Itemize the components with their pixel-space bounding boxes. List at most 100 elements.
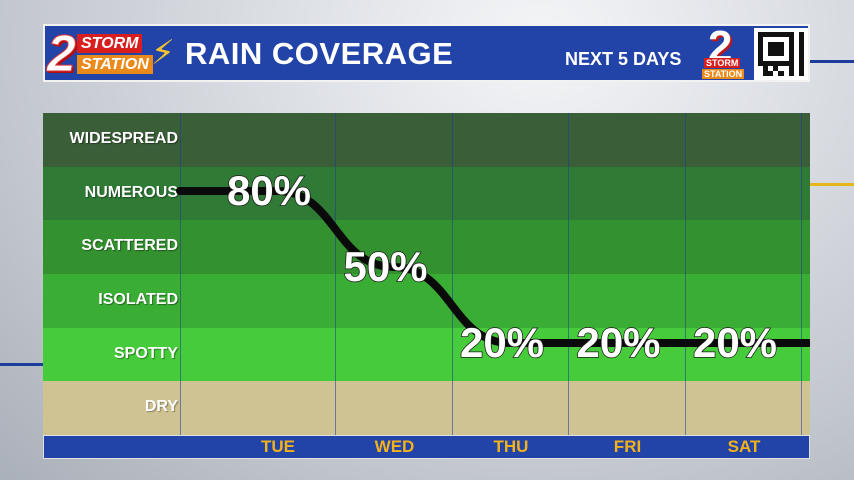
qr-module — [793, 46, 799, 52]
qr-module — [783, 41, 789, 47]
header-bar: 2 STORM STATION ⚡ RAIN COVERAGE NEXT 5 D… — [43, 22, 810, 82]
qr-module — [773, 66, 779, 72]
qr-module — [798, 36, 804, 42]
x-tick-sat: SAT — [727, 437, 761, 456]
qr-module — [798, 56, 804, 62]
qr-module — [783, 66, 789, 72]
qr-module — [768, 36, 774, 42]
qr-module — [758, 56, 764, 62]
qr-module — [783, 36, 789, 42]
qr-module — [758, 41, 764, 47]
qr-module — [758, 66, 764, 72]
qr-module — [763, 32, 769, 37]
page-subtitle: NEXT 5 DAYS — [565, 49, 682, 69]
background-stripe-gold-right — [810, 183, 854, 186]
band-label-widespread: WIDESPREAD — [69, 129, 178, 147]
qr-module — [793, 71, 799, 76]
qr-module — [778, 61, 784, 67]
qr-module — [788, 71, 794, 76]
storm-station-logo: 2 STORM STATION ⚡ — [47, 28, 181, 81]
qr-module — [783, 71, 789, 76]
qr-module — [788, 46, 794, 52]
band-widespread — [43, 113, 810, 167]
qr-module — [773, 51, 779, 57]
data-label-wed: 50% — [343, 243, 427, 290]
qr-module — [783, 56, 789, 62]
qr-module — [773, 36, 779, 42]
qr-module — [788, 36, 794, 42]
qr-module — [763, 36, 769, 42]
qr-module — [768, 51, 774, 57]
qr-module — [768, 66, 774, 72]
logo-station-text: STATION — [77, 55, 153, 74]
qr-module — [778, 56, 784, 62]
qr-code-pattern — [758, 32, 804, 76]
day-gridline — [335, 113, 336, 435]
page-title: RAIN COVERAGE — [185, 36, 454, 71]
x-tick-thu: THU — [493, 437, 529, 456]
data-label-sat: 20% — [693, 319, 777, 366]
qr-module — [773, 32, 779, 37]
band-spotty — [43, 327, 810, 382]
qr-module — [763, 46, 769, 52]
qr-module — [788, 41, 794, 47]
x-tick-tue: TUE — [261, 437, 295, 456]
qr-module — [758, 46, 764, 52]
qr-module — [763, 56, 769, 62]
qr-module — [763, 61, 769, 67]
qr-module — [758, 51, 764, 57]
qr-module — [768, 71, 774, 76]
band-label-scattered: SCATTERED — [81, 237, 178, 255]
logo-storm-text: STORM — [77, 34, 143, 53]
qr-module — [788, 66, 794, 72]
x-axis-bar: TUE WED THU FRI SAT — [43, 435, 810, 459]
day-gridline — [801, 113, 802, 435]
qr-module — [763, 51, 769, 57]
qr-module — [778, 51, 784, 57]
qr-code-icon[interactable] — [754, 28, 808, 80]
qr-module — [778, 32, 784, 37]
qr-module — [793, 41, 799, 47]
qr-module — [773, 46, 779, 52]
qr-module — [768, 32, 774, 37]
qr-module — [798, 71, 804, 76]
band-label-numerous: NUMEROUS — [84, 183, 178, 201]
band-scattered — [43, 220, 810, 274]
lightning-bolt-icon: ⚡ — [151, 34, 175, 72]
qr-module — [793, 61, 799, 67]
qr-module — [788, 32, 794, 37]
data-label-fri: 20% — [576, 319, 660, 366]
qr-module — [783, 32, 789, 37]
day-gridline — [568, 113, 569, 435]
qr-module — [783, 61, 789, 67]
x-tick-fri: FRI — [613, 437, 642, 456]
qr-module — [773, 71, 779, 76]
band-label-spotty: SPOTTY — [113, 344, 178, 362]
channel-logo-storm: STORM — [704, 58, 741, 68]
data-label-thu: 20% — [460, 319, 544, 366]
channel-2-logo: 2 STORM STATION — [700, 22, 750, 80]
rain-coverage-chart: WIDESPREAD NUMEROUS SCATTERED ISOLATED SPOTT… — [43, 113, 810, 435]
qr-module — [778, 46, 784, 52]
qr-module — [798, 66, 804, 72]
background-stripe-blue-left — [0, 363, 43, 366]
band-numerous — [43, 166, 810, 221]
qr-module — [798, 41, 804, 47]
qr-module — [793, 32, 799, 37]
qr-module — [758, 32, 764, 37]
qr-module — [788, 56, 794, 62]
day-gridline — [451, 113, 453, 435]
coverage-line-layer: 80% 50% 20% 20% 20% — [176, 166, 810, 367]
qr-module — [763, 41, 769, 47]
qr-module — [768, 46, 774, 52]
qr-module — [793, 56, 799, 62]
qr-module — [768, 61, 774, 67]
qr-module — [798, 46, 804, 52]
qr-module — [773, 61, 779, 67]
qr-module — [783, 46, 789, 52]
qr-module — [758, 71, 764, 76]
qr-module — [793, 51, 799, 57]
qr-module — [798, 32, 804, 37]
qr-module — [788, 51, 794, 57]
logo-number: 2 — [47, 25, 77, 83]
